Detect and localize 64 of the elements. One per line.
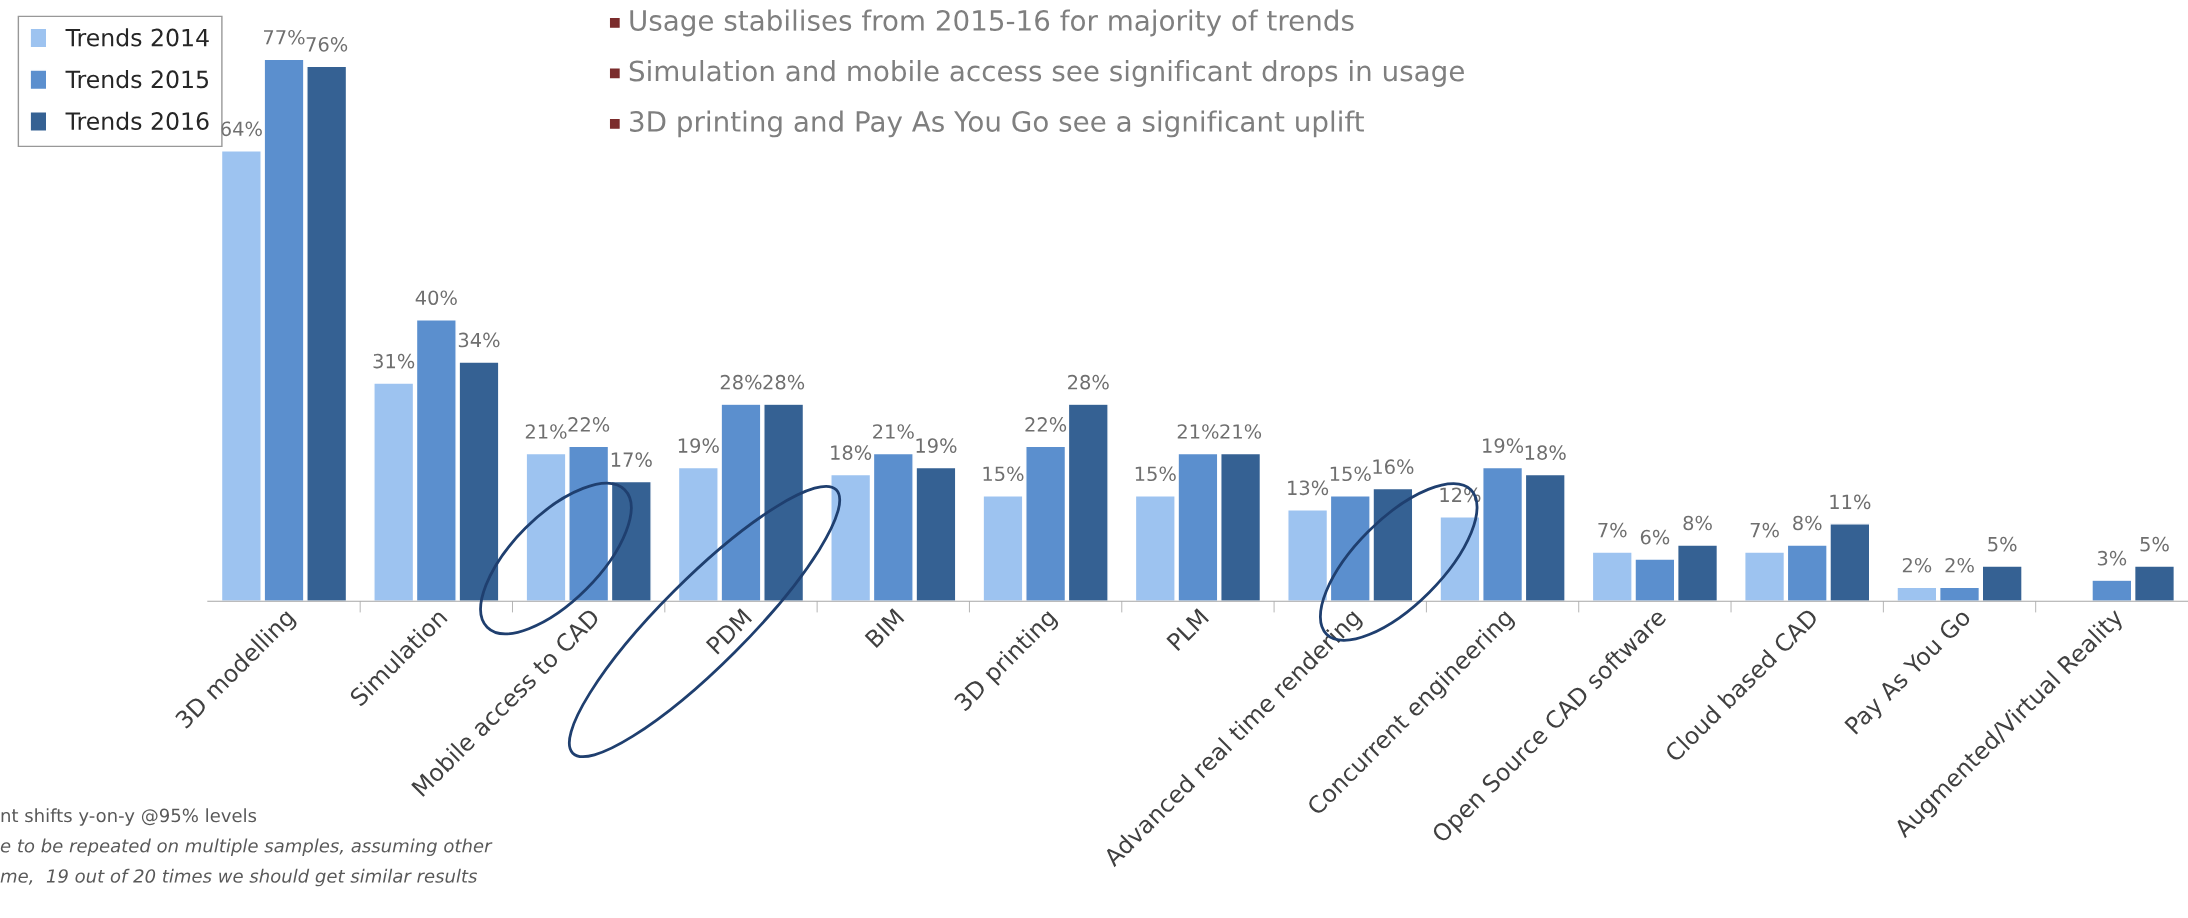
- data-label: 77%: [264, 29, 305, 45]
- legend-label: Trends 2015: [65, 69, 209, 89]
- data-label: 28%: [720, 374, 762, 390]
- data-label: 18%: [831, 445, 872, 460]
- data-label: 7%: [1750, 522, 1779, 538]
- bar: [1220, 452, 1262, 602]
- bar: [1482, 466, 1524, 602]
- bar: [2133, 565, 2176, 602]
- data-label: 3%: [2097, 550, 2127, 566]
- data-label: 6%: [1640, 529, 1670, 545]
- bar: [373, 382, 415, 602]
- data-label: 15%: [983, 466, 1024, 482]
- data-label: 15%: [1135, 466, 1176, 482]
- data-label: 19%: [916, 438, 957, 453]
- bar: [830, 473, 872, 602]
- data-label: 2%: [1945, 557, 1974, 573]
- data-label: 19%: [678, 438, 719, 453]
- data-label: 11%: [1830, 494, 1871, 510]
- data-label: 22%: [568, 417, 610, 432]
- legend-label: Trends 2016: [65, 111, 209, 130]
- data-label: 13%: [1288, 480, 1329, 496]
- data-label: 28%: [1068, 374, 1109, 390]
- x-tick-label: BIM: [864, 608, 905, 648]
- data-label: 16%: [1373, 459, 1414, 475]
- data-label: 18%: [1525, 445, 1566, 460]
- data-label: 8%: [1683, 515, 1712, 531]
- bar: [2091, 579, 2133, 602]
- text: e to be repeated on multiple samples, assuming other: [0, 838, 493, 857]
- data-label: 31%: [373, 353, 415, 369]
- bar: [610, 480, 652, 602]
- data-label: 21%: [1220, 424, 1262, 439]
- data-label: 8%: [1793, 515, 1822, 531]
- bar: [1981, 565, 2023, 602]
- bar: [1067, 403, 1109, 602]
- data-label: 22%: [1025, 417, 1067, 432]
- data-label: 76%: [306, 36, 348, 52]
- bar: [982, 494, 1024, 602]
- bar: [1524, 473, 1566, 602]
- data-label: 21%: [1177, 424, 1219, 439]
- data-label: 5%: [1988, 536, 2017, 552]
- data-label: 7%: [1598, 522, 1627, 538]
- data-label: 15%: [1330, 466, 1371, 482]
- annotation: 3D printing and Pay As You Go see a significant uplift: [630, 110, 1364, 138]
- bar: [1287, 509, 1329, 602]
- bar: [1744, 551, 1786, 602]
- text: Usage stabilises from 2015-16 for majority of trends: [630, 9, 1354, 37]
- text: nt shifts y-on-y @95% levels: [1, 808, 257, 826]
- data-label: 2%: [1902, 557, 1932, 573]
- data-label: 21%: [525, 424, 567, 439]
- data-label: 40%: [415, 290, 457, 306]
- data-label: 17%: [611, 452, 652, 468]
- bar: [1938, 586, 1981, 602]
- data-label: 5%: [2140, 536, 2169, 552]
- text: me, 19 out of 20 times we should get similar results: [0, 868, 478, 887]
- annotation: Simulation and mobile access see significant drops in usage: [629, 60, 1464, 87]
- bar: [1677, 544, 1719, 602]
- data-label: 34%: [458, 332, 500, 348]
- data-label: 19%: [1483, 438, 1524, 453]
- data-label: 28%: [763, 374, 805, 390]
- data-label: 21%: [873, 424, 914, 439]
- bar: [1896, 586, 1938, 602]
- bar: [1025, 445, 1067, 602]
- bar: [1439, 516, 1481, 602]
- legend-label: Trends 2014: [65, 28, 209, 47]
